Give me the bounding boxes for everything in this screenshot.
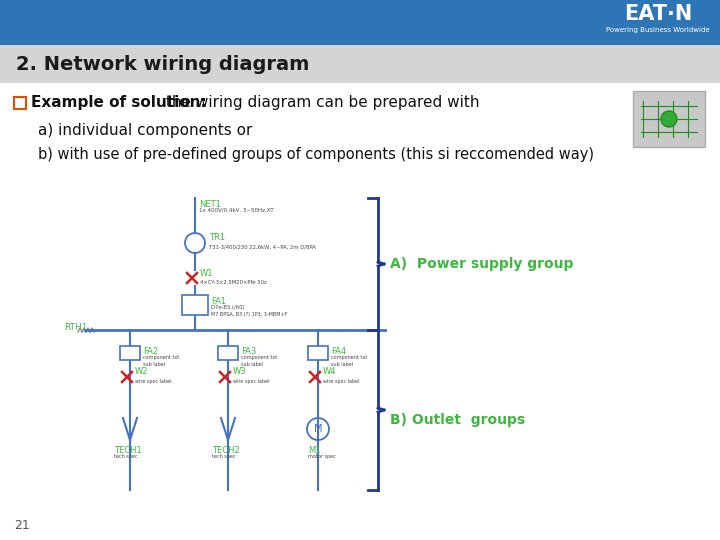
Text: A)  Power supply group: A) Power supply group <box>390 257 573 271</box>
Text: 4×CY-3×2.5M20×Pfe 50z: 4×CY-3×2.5M20×Pfe 50z <box>200 280 266 285</box>
Text: motor spec: motor spec <box>308 454 336 459</box>
Text: tech spec: tech spec <box>114 454 138 459</box>
Text: FA1: FA1 <box>211 297 226 306</box>
Bar <box>218 346 238 360</box>
Text: M1: M1 <box>308 446 320 455</box>
Bar <box>0 0 720 45</box>
Text: FA4: FA4 <box>331 347 346 356</box>
Text: 1x 400V/0.4kV, 3~50Hz,XT: 1x 400V/0.4kV, 3~50Hz,XT <box>199 208 274 213</box>
Text: W3: W3 <box>233 368 247 376</box>
Bar <box>120 346 140 360</box>
Bar <box>182 295 208 315</box>
Text: wire spec label: wire spec label <box>135 379 171 383</box>
Text: Example of solution:: Example of solution: <box>31 96 207 111</box>
Text: T31-3/400/230 22,6kW, 4~PA, 2m D/8PA: T31-3/400/230 22,6kW, 4~PA, 2m D/8PA <box>209 245 316 249</box>
Text: W1: W1 <box>200 268 214 278</box>
Text: 2. Network wiring diagram: 2. Network wiring diagram <box>16 55 310 73</box>
Bar <box>633 91 705 147</box>
Text: NET1: NET1 <box>199 200 221 209</box>
Text: M: M <box>314 424 323 434</box>
Text: Powering Business Worldwide: Powering Business Worldwide <box>606 27 710 33</box>
Text: W2: W2 <box>135 368 148 376</box>
Text: D7e-B3 (/60): D7e-B3 (/60) <box>211 305 245 310</box>
Text: wire spec label: wire spec label <box>233 379 269 383</box>
Text: wire spec label: wire spec label <box>323 379 359 383</box>
Text: the wiring diagram can be prepared with: the wiring diagram can be prepared with <box>161 96 480 111</box>
Text: component txt: component txt <box>331 355 367 360</box>
Text: TECH1: TECH1 <box>114 446 142 455</box>
Text: FA3: FA3 <box>241 347 256 356</box>
Text: RTH1: RTH1 <box>64 323 88 333</box>
Text: TR1: TR1 <box>209 233 225 242</box>
Text: b) with use of pre-defined groups of components (this si reccomended way): b) with use of pre-defined groups of com… <box>38 147 594 163</box>
Bar <box>308 346 328 360</box>
Bar <box>0 83 720 540</box>
Bar <box>14 97 26 109</box>
Text: sub label: sub label <box>143 362 165 367</box>
Text: TECH2: TECH2 <box>212 446 240 455</box>
Bar <box>0 45 720 83</box>
Text: EAT·N: EAT·N <box>624 4 692 24</box>
Text: FA2: FA2 <box>143 347 158 356</box>
Text: a) individual components or: a) individual components or <box>38 124 253 138</box>
Text: tech spec: tech spec <box>212 454 235 459</box>
Text: sub label: sub label <box>241 362 263 367</box>
Text: W4: W4 <box>323 368 336 376</box>
Circle shape <box>661 111 677 127</box>
Text: sub label: sub label <box>331 362 353 367</box>
Text: B) Outlet  groups: B) Outlet groups <box>390 413 525 427</box>
Text: component txt: component txt <box>143 355 179 360</box>
Text: 21: 21 <box>14 519 30 532</box>
Text: component txt: component txt <box>241 355 277 360</box>
Text: M7 BPSA, B3 (?) 1P3, 3-MBM+F: M7 BPSA, B3 (?) 1P3, 3-MBM+F <box>211 312 287 317</box>
